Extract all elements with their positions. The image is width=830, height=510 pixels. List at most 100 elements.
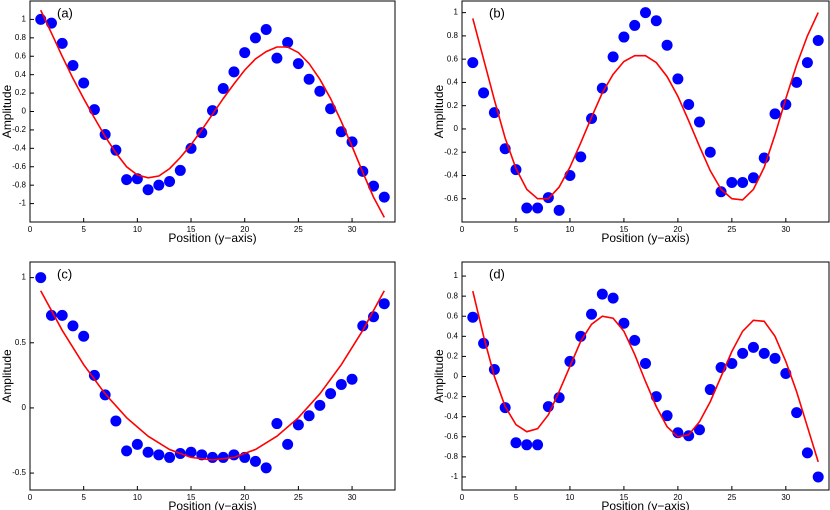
y-tick-label: -0.6: [444, 432, 458, 441]
data-point: [292, 58, 304, 70]
x-tick-label: 15: [619, 225, 628, 234]
y-tick-label: 0: [22, 107, 27, 116]
data-point: [467, 57, 479, 69]
y-tick-label: 0: [22, 403, 27, 412]
fit-line: [39, 290, 386, 461]
data-point: [357, 320, 369, 332]
data-point: [467, 311, 479, 323]
panel-label: (d): [489, 266, 505, 281]
data-point: [607, 292, 619, 304]
data-point: [271, 52, 283, 64]
data-point: [532, 439, 544, 451]
y-tick-label: -1: [451, 472, 459, 481]
data-point: [282, 438, 294, 450]
data-point: [346, 373, 358, 385]
data-point: [801, 57, 813, 69]
data-point: [478, 87, 490, 99]
x-tick-label: 30: [348, 493, 357, 502]
data-point: [45, 309, 57, 321]
data-point: [791, 407, 803, 419]
data-point: [704, 146, 716, 158]
y-tick-label: 1: [454, 8, 459, 17]
x-tick-label: 20: [673, 225, 682, 234]
data-point: [618, 317, 630, 329]
x-tick-label: 25: [294, 493, 303, 502]
data-point: [378, 298, 390, 310]
data-point: [758, 347, 770, 359]
y-tick-label: -0.2: [12, 125, 26, 134]
y-tick-label: 0.8: [15, 33, 27, 42]
data-point: [769, 108, 781, 120]
panel-label: (a): [57, 5, 73, 20]
y-axis-label: Amplitude: [432, 349, 446, 403]
x-tick-label: 20: [673, 493, 682, 502]
fit-line: [472, 12, 819, 201]
data-point: [121, 445, 133, 457]
data-point: [693, 424, 705, 436]
data-point: [747, 172, 759, 184]
data-point: [704, 384, 716, 396]
y-tick-label: -0.8: [12, 180, 26, 189]
data-point: [207, 451, 218, 463]
data-point: [553, 392, 565, 404]
data-point: [683, 430, 695, 442]
data-point: [196, 127, 208, 139]
data-point: [78, 77, 90, 89]
y-tick-label: 0.8: [447, 291, 459, 300]
panel-label: (b): [489, 5, 505, 20]
data-point: [239, 47, 251, 59]
data-point: [596, 82, 608, 94]
data-point: [510, 437, 522, 449]
y-tick-label: 0.2: [15, 88, 27, 97]
data-point: [282, 36, 294, 48]
data-point: [747, 341, 759, 353]
y-tick-label: 0.5: [15, 338, 27, 347]
x-tick-label: 15: [619, 493, 628, 502]
data-point: [378, 191, 390, 203]
data-point: [661, 410, 673, 422]
data-point: [629, 19, 641, 31]
data-point: [164, 175, 176, 187]
panel-label: (c): [57, 266, 72, 281]
x-tick-label: 15: [187, 225, 196, 234]
x-axis-label: Position (y−axis): [168, 231, 256, 245]
y-tick-label: 0.6: [447, 54, 459, 63]
y-tick-label: -0.8: [444, 452, 458, 461]
x-tick-label: 0: [28, 493, 33, 502]
data-point: [303, 73, 315, 85]
data-point: [314, 399, 326, 411]
data-point: [575, 330, 587, 342]
data-point: [521, 202, 533, 214]
x-tick-label: 0: [28, 225, 33, 234]
data-point: [67, 320, 79, 332]
x-axis-label: Position (y−axis): [168, 499, 256, 510]
y-tick-label: 0.6: [15, 51, 27, 60]
axes-box: [461, 261, 830, 491]
y-tick-label: 1: [22, 273, 27, 282]
y-tick-label: -1: [19, 199, 27, 208]
data-point: [142, 184, 154, 196]
fit-line: [472, 290, 819, 463]
data-point: [217, 451, 229, 463]
data-point: [78, 330, 90, 342]
x-tick-label: 0: [460, 225, 465, 234]
y-tick-label: 0.4: [447, 78, 459, 87]
y-tick-label: 0.6: [447, 311, 459, 320]
data-point: [110, 415, 122, 427]
y-axis-label: Amplitude: [432, 85, 446, 139]
y-tick-label: 0: [454, 372, 459, 381]
y-tick-label: -0.6: [444, 194, 458, 203]
data-point: [228, 66, 240, 78]
data-point: [174, 164, 186, 176]
x-tick-label: 20: [240, 225, 249, 234]
data-point: [260, 462, 272, 474]
data-point: [56, 309, 68, 321]
data-point: [532, 202, 544, 214]
x-tick-label: 10: [133, 493, 142, 502]
x-tick-label: 5: [81, 493, 86, 502]
data-point: [478, 337, 490, 349]
data-point: [607, 51, 619, 63]
x-tick-label: 0: [460, 493, 465, 502]
y-tick-label: 1: [454, 271, 459, 280]
